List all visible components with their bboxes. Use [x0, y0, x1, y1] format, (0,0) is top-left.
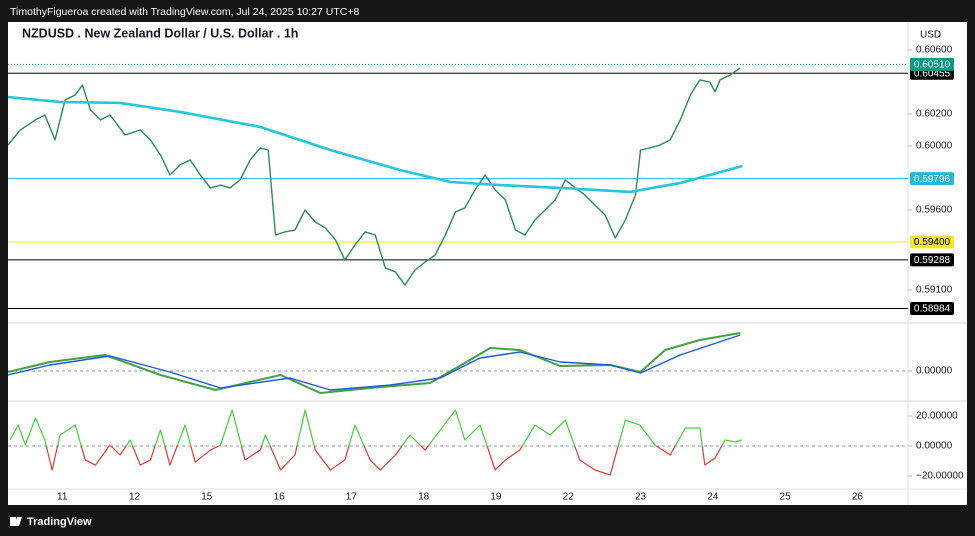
- level-label: 0.58984: [914, 304, 951, 315]
- chart-title: NZDUSD . New Zealand Dollar / U.S. Dolla…: [22, 26, 298, 40]
- series-line: [8, 334, 741, 391]
- level-label: 0.59288: [914, 255, 951, 266]
- y-axis-label: USD: [920, 30, 941, 41]
- x-tick-label: 12: [129, 492, 141, 503]
- series-line-below: [45, 446, 723, 476]
- y-tick-label: −20.00000: [916, 471, 964, 482]
- x-tick-label: 22: [563, 492, 575, 503]
- credit: TimothyFigueroa created with TradingView…: [10, 6, 359, 18]
- last-price-tag: [910, 57, 954, 71]
- x-tick-label: 26: [852, 492, 864, 503]
- series-line: [8, 95, 743, 194]
- y-tick-label: 0.60200: [916, 109, 953, 120]
- level-tag: [910, 253, 954, 267]
- x-tick-label: 19: [490, 492, 502, 503]
- y-tick-label: 0.60000: [916, 141, 953, 152]
- level-tag: [910, 172, 954, 186]
- level-label: 0.59796: [914, 174, 951, 185]
- x-tick-label: 18: [418, 492, 430, 503]
- x-tick-label: 25: [780, 492, 792, 503]
- level-label: 0.59400: [914, 237, 951, 248]
- y-tick-label: 20.00000: [916, 411, 958, 422]
- series-line: [8, 67, 741, 286]
- y-tick-label: 0.00000: [916, 441, 953, 452]
- series-line: [8, 332, 741, 394]
- y-tick-label: 0.00000: [916, 366, 953, 377]
- series-line-above: [9, 409, 742, 446]
- brand-logo: [10, 517, 22, 526]
- plot-background: [8, 22, 967, 505]
- brand: TradingView: [27, 516, 92, 528]
- level-tag: [910, 302, 954, 316]
- x-tick-label: 15: [201, 492, 213, 503]
- y-tick-label: 0.59600: [916, 205, 953, 216]
- x-tick-label: 11: [57, 492, 68, 503]
- level-label: 0.60455: [914, 68, 951, 79]
- last-price-label: 0.60510: [914, 60, 951, 71]
- x-tick-label: 16: [274, 492, 286, 503]
- level-tag: [910, 235, 954, 249]
- y-tick-label: 0.60600: [916, 45, 953, 56]
- x-tick-label: 17: [346, 492, 358, 503]
- x-tick-label: 24: [707, 492, 719, 503]
- y-tick-label: 0.59100: [916, 285, 953, 296]
- x-tick-label: 23: [635, 492, 647, 503]
